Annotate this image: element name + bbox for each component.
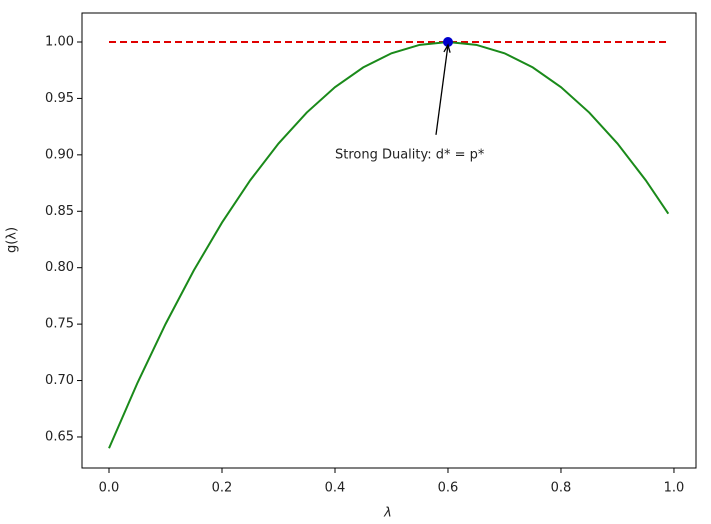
y-axis-label: g(λ) <box>5 227 20 253</box>
y-tick-label: 0.75 <box>45 317 74 332</box>
y-tick-label: 0.85 <box>45 204 74 219</box>
x-tick-label: 0.4 <box>325 481 346 496</box>
line-series <box>108 40 670 449</box>
y-tick-label: 0.65 <box>45 429 74 444</box>
x-axis-label: λ <box>383 506 392 521</box>
y-tick-label: 1.00 <box>45 35 74 50</box>
x-tick-label: 0.2 <box>212 481 233 496</box>
annotation-arrow <box>435 44 449 135</box>
x-tick-label: 1.0 <box>664 481 685 496</box>
annotation: Strong Duality: d* = p* <box>335 147 485 162</box>
plot-frame <box>81 12 697 469</box>
y-tick-label: 0.70 <box>45 373 74 388</box>
y-tick-label: 0.95 <box>45 91 74 106</box>
x-tick-label: 0.8 <box>551 481 572 496</box>
y-tick-label: 0.80 <box>45 260 74 275</box>
y-tick-label: 0.90 <box>45 147 74 162</box>
annotation-arrowhead <box>443 43 451 53</box>
optimum-point <box>442 37 453 48</box>
x-tick-label: 0.6 <box>438 481 459 496</box>
x-tick-label: 0.0 <box>99 481 120 496</box>
